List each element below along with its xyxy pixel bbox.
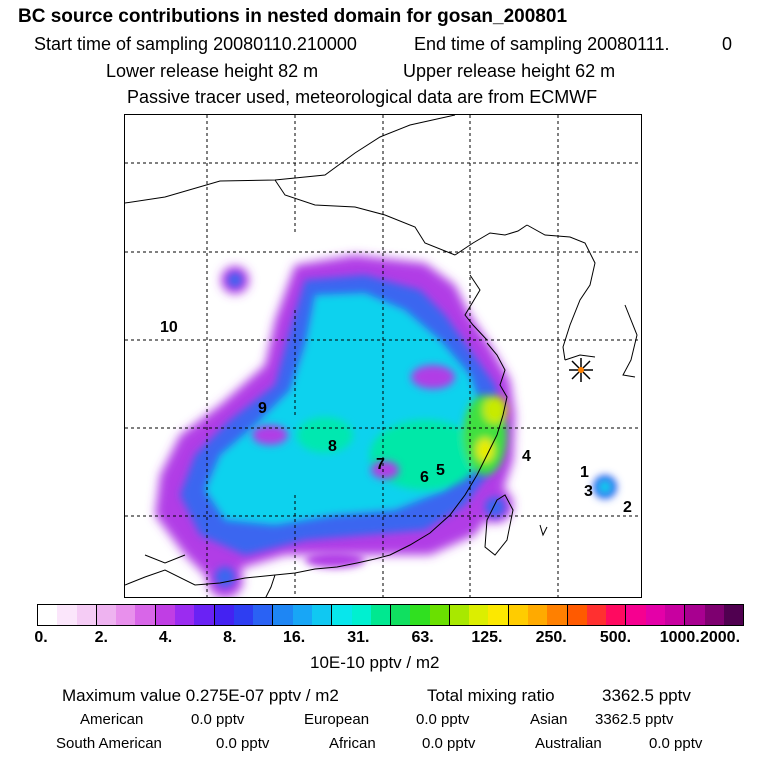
color-swatch [57, 605, 77, 625]
color-scale-tick-label: 0. [34, 629, 48, 646]
color-scale-tick-label: 1000. [659, 629, 700, 646]
color-swatch [586, 605, 607, 625]
color-swatch [469, 605, 489, 625]
color-scale-tick-label: 125. [471, 629, 503, 646]
european-label: European [304, 711, 370, 728]
color-swatch [311, 605, 333, 625]
total-mixing-ratio-label: Total mixing ratio [427, 686, 555, 705]
color-swatch [214, 605, 234, 625]
receptor-star-icon [569, 358, 593, 382]
region-label-1: 1 [580, 464, 589, 481]
color-swatch [273, 605, 293, 625]
color-scale-tick-label: 250. [535, 629, 567, 646]
region-label-4: 4 [522, 448, 531, 465]
south-american-label: South American [56, 735, 162, 752]
map-panel: 10 9 8 7 6 5 4 1 3 2 [124, 114, 642, 598]
color-swatch [370, 605, 392, 625]
lower-release-height: Lower release height 82 m [106, 61, 319, 81]
color-swatch [233, 605, 254, 625]
color-swatch [116, 605, 136, 625]
color-swatch [292, 605, 312, 625]
european-value: 0.0 pptv [416, 711, 470, 728]
plot-title: BC source contributions in nested domain… [18, 6, 568, 27]
region-label-8: 8 [328, 438, 337, 455]
region-label-7: 7 [376, 456, 385, 473]
color-scale-tick-label: 16. [282, 629, 306, 646]
end-time-value: 0 [722, 34, 733, 54]
american-label: American [80, 711, 144, 728]
color-swatch [449, 605, 470, 625]
color-swatch [351, 605, 371, 625]
color-swatch [567, 605, 587, 625]
region-label-3: 3 [584, 483, 593, 500]
region-label-6: 6 [420, 469, 429, 486]
plume-core-layer [297, 395, 507, 490]
color-swatch [685, 605, 705, 625]
color-swatch [704, 605, 724, 625]
tracer-note: Passive tracer used, meteorological data… [127, 87, 598, 107]
african-label: African [329, 735, 376, 752]
color-scale-tick-label: 500. [599, 629, 632, 646]
african-value: 0.0 pptv [422, 735, 476, 752]
color-swatch [626, 605, 646, 625]
color-swatch [429, 605, 450, 625]
color-scale-tick-label: 31. [347, 629, 370, 646]
region-label-10: 10 [160, 319, 178, 336]
color-scale-unit: 10E-10 pptv / m2 [310, 653, 440, 672]
asian-value: 3362.5 pptv [595, 711, 674, 728]
color-swatch [391, 605, 411, 625]
region-labels: 10 9 8 7 6 5 4 1 3 2 [160, 319, 632, 516]
american-value: 0.0 pptv [191, 711, 245, 728]
maximum-value: Maximum value 0.275E-07 pptv / m2 [62, 686, 339, 705]
color-swatch [155, 605, 175, 625]
color-swatch [723, 605, 744, 625]
color-swatch [76, 605, 97, 625]
coastlines [125, 115, 638, 586]
color-swatch [135, 605, 156, 625]
upper-release-height: Upper release height 62 m [403, 61, 616, 81]
end-time-label: End time of sampling 20080111. [414, 34, 670, 54]
latlon-grid [125, 115, 641, 597]
color-swatch [665, 605, 686, 625]
color-swatch [528, 605, 548, 625]
color-scale-tick-label: 4. [158, 629, 173, 646]
color-swatch [508, 605, 529, 625]
region-label-5: 5 [436, 462, 445, 479]
color-swatch [332, 605, 352, 625]
australian-label: Australian [535, 735, 602, 752]
asian-label: Asian [530, 711, 568, 728]
color-swatch [547, 605, 568, 625]
australian-value: 0.0 pptv [649, 735, 703, 752]
color-swatch [38, 605, 58, 625]
color-scale-tick-label: 2. [94, 629, 108, 646]
color-swatch [174, 605, 195, 625]
color-swatch [410, 605, 430, 625]
color-scale-tick-label: 8. [223, 629, 237, 646]
color-swatch [645, 605, 665, 625]
color-scale-tick-label: 2000. [699, 629, 741, 646]
color-swatch [96, 605, 117, 625]
color-swatch [253, 605, 274, 625]
total-mixing-ratio-value: 3362.5 pptv [602, 686, 691, 705]
color-swatch [606, 605, 627, 625]
south-american-value: 0.0 pptv [216, 735, 270, 752]
color-scale-bar [37, 604, 744, 626]
region-label-2: 2 [623, 499, 632, 516]
start-time-label: Start time of sampling 20080110.210000 [34, 34, 357, 54]
color-scale-tick-label: 63. [411, 629, 434, 646]
region-label-9: 9 [258, 400, 267, 417]
color-swatch [488, 605, 509, 625]
map-canvas: 10 9 8 7 6 5 4 1 3 2 [125, 115, 641, 597]
borders [144, 179, 596, 597]
color-swatch [194, 605, 215, 625]
